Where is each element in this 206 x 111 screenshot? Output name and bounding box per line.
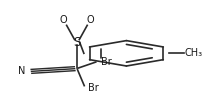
Text: CH₃: CH₃ bbox=[184, 48, 202, 58]
Text: N: N bbox=[18, 66, 26, 76]
Text: Br: Br bbox=[88, 83, 99, 93]
Text: O: O bbox=[87, 15, 95, 25]
Text: S: S bbox=[73, 36, 81, 49]
Text: O: O bbox=[59, 15, 67, 25]
Text: Br: Br bbox=[101, 57, 112, 67]
